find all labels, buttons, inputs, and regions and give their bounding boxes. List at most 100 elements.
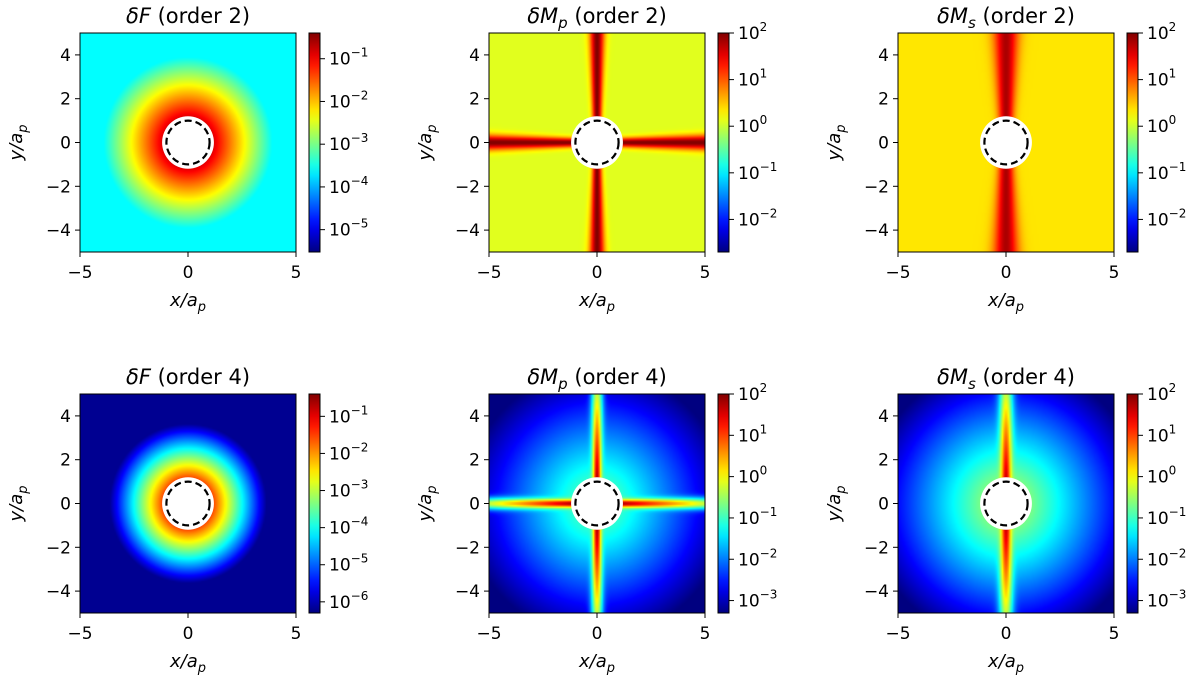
heatmap-panel: −5 0 5 −4 −2 0 2 4 x/ap y/ap δMs (order 2) 102 101 10…: [824, 4, 1186, 315]
y-axis-label: y/ap: [824, 124, 849, 161]
y-tick-label: −4: [46, 582, 71, 602]
y-axis-label: y/ap: [6, 124, 31, 161]
colorbar-tick-label: 10−3: [738, 588, 777, 612]
colorbar-tick-label: 100: [1147, 464, 1176, 488]
y-tick-label: 4: [60, 46, 71, 66]
y-tick-label: −2: [455, 177, 480, 197]
y-tick-label: 0: [878, 495, 889, 515]
x-tick-label: −5: [67, 263, 92, 283]
y-tick-label: 0: [60, 134, 71, 154]
colorbar-tick-label: 10−5: [329, 217, 368, 241]
x-tick-label: −5: [67, 624, 92, 644]
excluded-region: [571, 116, 623, 169]
x-tick-label: −5: [885, 263, 910, 283]
colorbar-tick-label: 10−3: [1147, 588, 1186, 612]
colorbar-tick-label: 101: [1147, 422, 1176, 446]
x-tick-label: 0: [183, 263, 194, 283]
y-tick-label: −4: [864, 582, 889, 602]
colorbar-tick-label: 102: [738, 20, 767, 44]
colorbar-tick-label: 10−1: [738, 160, 777, 184]
colorbar-tick-label: 10−2: [329, 88, 368, 112]
x-axis-label: x/ap: [169, 290, 206, 315]
x-axis-label: x/ap: [987, 651, 1024, 676]
x-tick-label: 0: [183, 624, 194, 644]
colorbar-tick-label: 10−1: [329, 403, 368, 427]
colorbar-tick-label: 10−6: [329, 589, 368, 613]
panel-title: δMp (order 4): [527, 365, 667, 393]
y-tick-label: −2: [46, 538, 71, 558]
colorbar-frame: [1126, 32, 1139, 253]
y-tick-label: 0: [469, 495, 480, 515]
x-axis-label: x/ap: [169, 651, 206, 676]
colorbar-tick-label: 10−1: [1147, 505, 1186, 529]
x-tick-label: 5: [700, 624, 711, 644]
dashed-circle: [574, 480, 620, 527]
y-tick-label: −4: [455, 582, 480, 602]
colorbar: [1127, 33, 1138, 252]
colorbar-frame: [1126, 393, 1139, 614]
colorbar-tick-label: 100: [1147, 113, 1176, 137]
y-tick-label: 0: [878, 134, 889, 154]
panel-title: δMs (order 2): [937, 4, 1075, 32]
y-tick-label: −4: [46, 221, 71, 241]
x-tick-label: 5: [1109, 624, 1120, 644]
colorbar: [309, 394, 320, 613]
x-tick-label: −5: [885, 624, 910, 644]
panel-title: δMs (order 4): [937, 365, 1075, 393]
x-tick-label: 0: [592, 263, 603, 283]
y-tick-label: 2: [469, 451, 480, 471]
colorbar-tick-label: 10−2: [329, 440, 368, 464]
x-tick-label: 0: [592, 624, 603, 644]
colorbar-tick-label: 101: [1147, 67, 1176, 91]
panel-title: δMp (order 2): [527, 4, 667, 32]
excluded-region: [980, 116, 1032, 169]
colorbar-tick-label: 100: [738, 113, 767, 137]
colorbar-frame: [717, 393, 730, 614]
y-tick-label: 4: [469, 407, 480, 427]
excluded-region: [571, 477, 623, 530]
colorbar-tick-label: 10−4: [329, 515, 368, 539]
y-tick-label: 4: [878, 407, 889, 427]
y-tick-label: −2: [864, 538, 889, 558]
dashed-circle: [983, 480, 1029, 527]
y-axis-label: y/ap: [415, 124, 440, 161]
colorbar-tick-label: 10−2: [1147, 546, 1186, 570]
y-tick-label: −4: [864, 221, 889, 241]
colorbar-frame: [308, 393, 321, 614]
colorbar-tick-label: 10−2: [738, 546, 777, 570]
y-tick-label: 4: [60, 407, 71, 427]
colorbar-tick-label: 102: [738, 381, 767, 405]
heatmap-panel: −5 0 5 −4 −2 0 2 4 x/ap y/ap δMp (order 2) 102 101 10…: [415, 4, 777, 315]
colorbar: [718, 33, 729, 252]
colorbar-tick-label: 101: [738, 422, 767, 446]
colorbar: [309, 33, 320, 252]
y-tick-label: 4: [878, 46, 889, 66]
colorbar-tick-label: 10−3: [329, 131, 368, 155]
y-tick-label: −4: [455, 221, 480, 241]
panel-title: δF (order 2): [126, 4, 250, 28]
x-tick-label: 5: [700, 263, 711, 283]
x-tick-label: 5: [1109, 263, 1120, 283]
heatmap-panel: −5 0 5 −4 −2 0 2 4 x/ap y/ap δF (order 4) 10−1 10−2 1…: [6, 365, 368, 676]
y-axis-label: y/ap: [6, 485, 31, 522]
colorbar: [1127, 394, 1138, 613]
colorbar-tick-label: 10−1: [329, 46, 368, 70]
y-tick-label: −2: [455, 538, 480, 558]
colorbar: [718, 394, 729, 613]
colorbar-tick-label: 101: [738, 67, 767, 91]
x-tick-label: 0: [1001, 624, 1012, 644]
y-axis-label: y/ap: [415, 485, 440, 522]
x-tick-label: −5: [476, 263, 501, 283]
x-tick-label: −5: [476, 624, 501, 644]
colorbar-tick-label: 10−5: [329, 552, 368, 576]
excluded-region: [980, 477, 1032, 530]
colorbar-tick-label: 102: [1147, 381, 1176, 405]
dashed-circle: [165, 119, 211, 166]
x-axis-label: x/ap: [987, 290, 1024, 315]
x-axis-label: x/ap: [578, 651, 615, 676]
x-axis-label: x/ap: [578, 290, 615, 315]
y-tick-label: 2: [60, 90, 71, 110]
colorbar-tick-label: 10−2: [1147, 206, 1186, 230]
y-tick-label: 2: [469, 90, 480, 110]
